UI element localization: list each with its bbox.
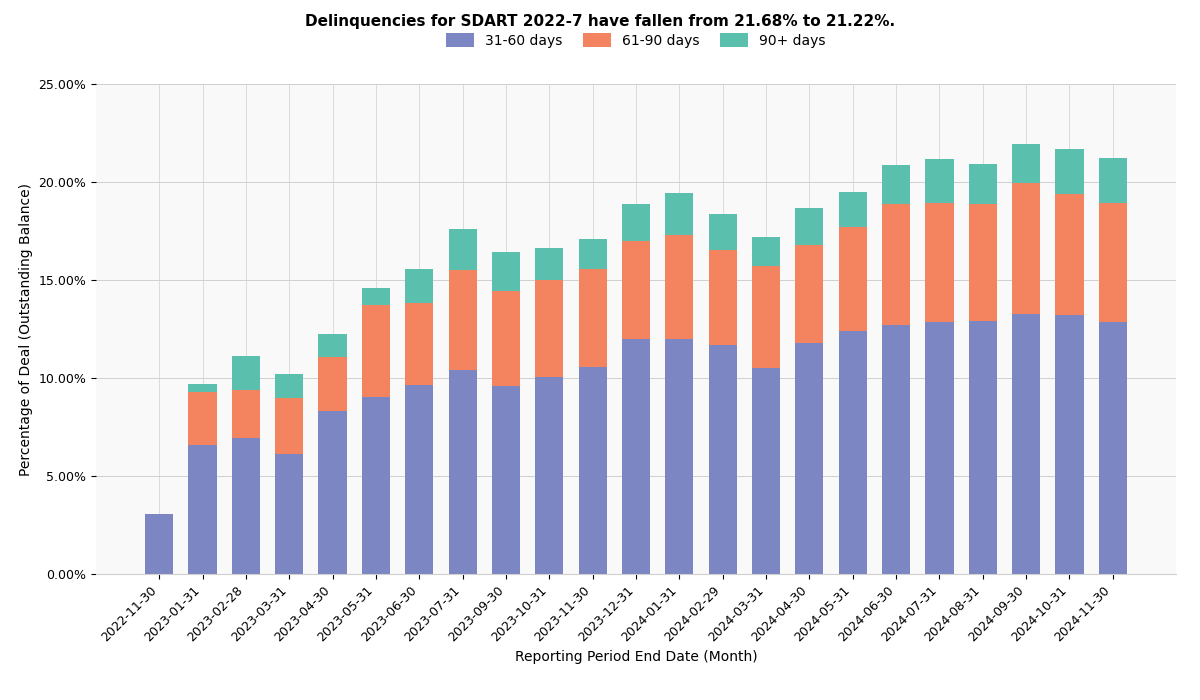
- Bar: [1012, 144, 1040, 183]
- Bar: [362, 304, 390, 397]
- Bar: [578, 368, 607, 574]
- Bar: [709, 214, 737, 250]
- Bar: [622, 241, 650, 339]
- Bar: [1012, 314, 1040, 574]
- Bar: [535, 280, 563, 377]
- Bar: [275, 374, 304, 398]
- X-axis label: Reporting Period End Date (Month): Reporting Period End Date (Month): [515, 650, 757, 664]
- Bar: [622, 204, 650, 241]
- Bar: [968, 164, 997, 204]
- Bar: [362, 288, 390, 304]
- Bar: [1099, 158, 1127, 202]
- Bar: [318, 358, 347, 412]
- Bar: [492, 386, 520, 574]
- Bar: [968, 321, 997, 574]
- Legend: 31-60 days, 61-90 days, 90+ days: 31-60 days, 61-90 days, 90+ days: [440, 27, 832, 53]
- Bar: [449, 229, 476, 270]
- Bar: [752, 368, 780, 574]
- Bar: [1055, 315, 1084, 574]
- Bar: [1055, 194, 1084, 315]
- Bar: [968, 204, 997, 321]
- Bar: [1099, 322, 1127, 574]
- Bar: [188, 444, 217, 574]
- Bar: [535, 248, 563, 280]
- Bar: [709, 250, 737, 344]
- Bar: [1055, 148, 1084, 194]
- Bar: [406, 302, 433, 385]
- Bar: [839, 227, 866, 331]
- Bar: [882, 204, 910, 325]
- Bar: [796, 245, 823, 343]
- Bar: [145, 514, 173, 574]
- Bar: [578, 239, 607, 270]
- Bar: [188, 392, 217, 444]
- Bar: [622, 339, 650, 574]
- Bar: [578, 270, 607, 368]
- Bar: [796, 343, 823, 574]
- Bar: [882, 165, 910, 204]
- Bar: [492, 290, 520, 386]
- Bar: [275, 454, 304, 574]
- Y-axis label: Percentage of Deal (Outstanding Balance): Percentage of Deal (Outstanding Balance): [19, 183, 32, 475]
- Bar: [1012, 183, 1040, 314]
- Bar: [535, 377, 563, 574]
- Bar: [925, 322, 954, 574]
- Bar: [232, 390, 260, 438]
- Bar: [449, 270, 476, 370]
- Bar: [665, 193, 694, 235]
- Bar: [925, 160, 954, 202]
- Bar: [362, 397, 390, 574]
- Bar: [665, 235, 694, 339]
- Bar: [839, 331, 866, 574]
- Bar: [839, 192, 866, 227]
- Bar: [925, 202, 954, 322]
- Bar: [406, 385, 433, 574]
- Bar: [665, 339, 694, 574]
- Bar: [232, 438, 260, 574]
- Text: Delinquencies for SDART 2022-7 have fallen from 21.68% to 21.22%.: Delinquencies for SDART 2022-7 have fall…: [305, 14, 895, 29]
- Bar: [232, 356, 260, 390]
- Bar: [318, 334, 347, 358]
- Bar: [275, 398, 304, 454]
- Bar: [709, 344, 737, 574]
- Bar: [449, 370, 476, 574]
- Bar: [406, 270, 433, 302]
- Bar: [752, 237, 780, 266]
- Bar: [188, 384, 217, 392]
- Bar: [882, 325, 910, 574]
- Bar: [492, 251, 520, 290]
- Bar: [318, 412, 347, 574]
- Bar: [796, 209, 823, 245]
- Bar: [752, 266, 780, 368]
- Bar: [1099, 202, 1127, 322]
